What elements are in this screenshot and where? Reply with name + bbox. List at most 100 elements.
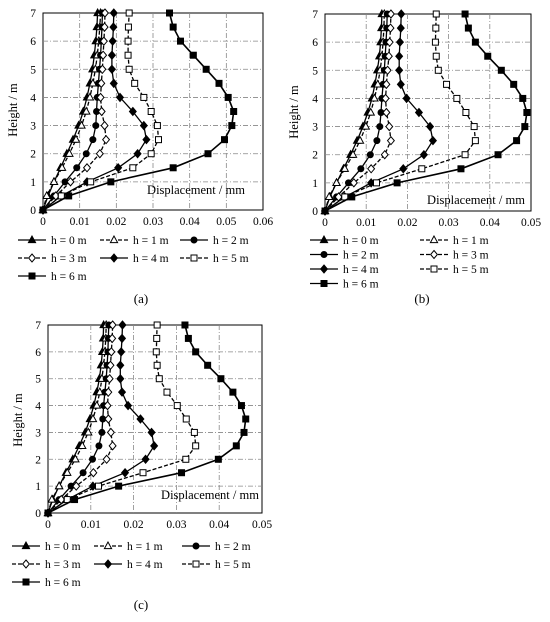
legend-label: h = 0 m	[343, 235, 379, 247]
legend-label: h = 1 m	[127, 541, 163, 553]
data-point	[192, 442, 200, 450]
data-point	[77, 120, 86, 129]
chart-panel-3: 0 0.01 0.02 0.03 0.04 0.05 0 1 2 3 4 5 6 7 Displacemen…	[11, 319, 272, 612]
data-point	[419, 149, 428, 160]
legend-item: h = 4 m	[94, 559, 163, 571]
panel-label: (c)	[134, 597, 148, 612]
data-point	[102, 454, 111, 465]
legend-label: h = 6 m	[51, 271, 87, 283]
data-point	[214, 455, 222, 463]
legend-item: h = 0 m	[310, 234, 379, 247]
data-point	[383, 65, 392, 76]
y-tick-label: 2	[312, 150, 318, 162]
data-point	[229, 388, 237, 396]
legend-item: h = 6 m	[18, 271, 87, 283]
data-point	[108, 36, 117, 46]
data-point	[202, 65, 210, 73]
data-point	[169, 23, 177, 31]
data-point	[104, 414, 113, 424]
data-point	[484, 52, 492, 60]
legend-label: h = 2 m	[213, 235, 249, 247]
data-point	[97, 78, 106, 89]
data-point	[136, 414, 145, 424]
data-point	[385, 121, 394, 132]
data-point	[107, 178, 115, 186]
y-tick-label: 5	[312, 65, 318, 77]
data-point	[230, 108, 238, 115]
data-point	[217, 375, 225, 383]
legend: h = 0 m h = 1 m h = 2 m h = 3 m h = 4 m h = 5…	[12, 540, 251, 589]
data-point	[62, 467, 72, 476]
data-point	[49, 176, 59, 185]
data-point	[228, 122, 236, 130]
data-point	[494, 151, 502, 159]
data-point	[366, 151, 374, 159]
data-point	[396, 79, 405, 90]
legend-label: h = 1 m	[453, 235, 489, 247]
data-point	[432, 52, 440, 60]
x-tick-label: 0.04	[480, 217, 500, 229]
data-point	[108, 320, 117, 330]
data-point	[399, 164, 408, 174]
plot-area	[47, 324, 263, 514]
data-point	[82, 163, 92, 173]
data-point	[117, 387, 127, 397]
data-point	[123, 400, 133, 411]
data-point	[125, 65, 133, 73]
data-point	[147, 108, 155, 115]
y-axis-label: Height / m	[287, 85, 301, 139]
data-point	[497, 66, 505, 74]
legend-item: h = 6 m	[12, 577, 81, 589]
data-point	[153, 334, 161, 342]
data-point	[349, 178, 358, 188]
legend-swatch-marker	[103, 559, 113, 569]
data-point	[431, 38, 439, 46]
x-tick-label: 0	[45, 519, 51, 531]
data-point	[133, 148, 142, 159]
x-tick-label: 0.05	[521, 217, 541, 229]
data-point	[521, 123, 529, 131]
data-point	[88, 78, 98, 87]
panel-label: (b)	[414, 291, 429, 306]
data-point	[114, 163, 123, 173]
legend-label: h = 2 m	[343, 250, 379, 262]
x-tick-label: 0.03	[439, 217, 459, 229]
data-point	[100, 120, 109, 131]
data-point	[155, 375, 163, 383]
legend-swatch-marker	[22, 578, 30, 586]
legend-label: h = 5 m	[213, 253, 249, 265]
data-point	[204, 150, 212, 158]
chart-panel-2: 0 0.01 0.02 0.03 0.04 0.05 0 1 2 3 4 5 6 7 Displacemen…	[287, 8, 541, 306]
data-point	[147, 427, 156, 438]
legend-swatch-marker	[429, 234, 439, 244]
data-point	[129, 164, 137, 172]
y-axis-label: Height / m	[11, 393, 25, 447]
legend-swatch-marker	[320, 280, 328, 287]
legend-label: h = 0 m	[45, 541, 81, 553]
data-point	[461, 10, 469, 18]
data-point	[77, 440, 87, 449]
data-point	[97, 106, 106, 117]
data-point	[348, 149, 358, 158]
data-point	[385, 37, 394, 47]
data-point	[81, 106, 91, 115]
data-point	[382, 79, 391, 90]
data-point	[70, 454, 80, 463]
data-point	[321, 207, 329, 215]
legend: h = 0 m h = 1 m h = 2 m h = 3 m h = 4 m h = 5…	[310, 234, 489, 291]
x-tick-label: 0.01	[81, 519, 101, 531]
y-tick-label: 3	[35, 427, 41, 439]
data-point	[140, 93, 148, 101]
data-point	[73, 164, 81, 172]
data-point	[432, 24, 440, 32]
data-point	[79, 469, 87, 477]
legend-item: h = 3 m	[18, 253, 87, 265]
y-tick-label: 3	[312, 122, 318, 134]
data-point	[373, 79, 383, 88]
legend-item: h = 2 m	[182, 541, 251, 553]
data-point	[117, 333, 127, 344]
x-axis-label: Displacement / mm	[161, 488, 259, 502]
data-point	[464, 24, 472, 32]
data-point	[141, 454, 150, 465]
